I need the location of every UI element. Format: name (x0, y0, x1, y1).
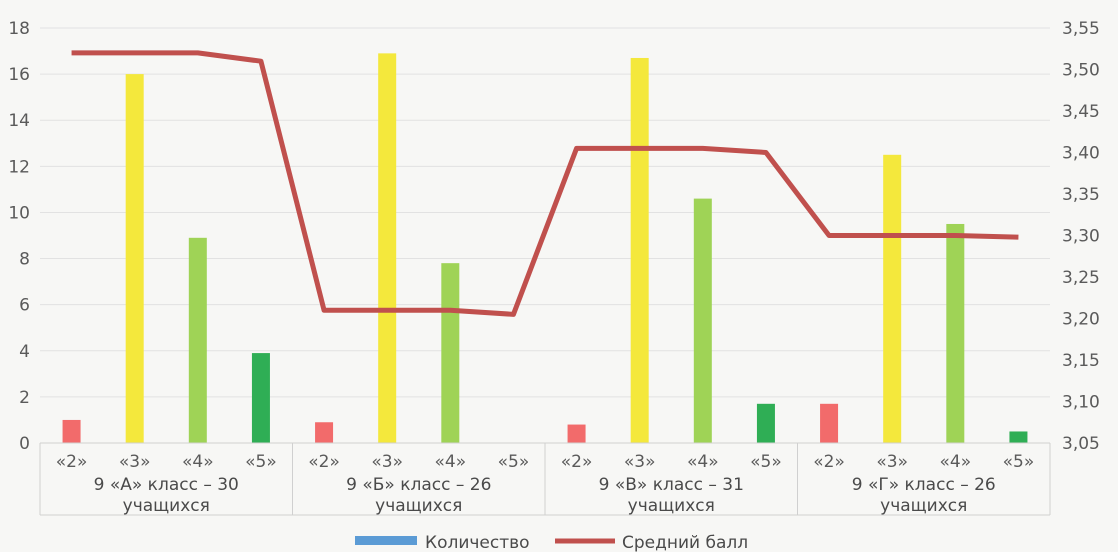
group-label-line1: 9 «В» класс – 31 (599, 475, 744, 495)
right-tick-label: 3,20 (1062, 310, 1100, 330)
right-axis-ticks: 3,05 3,10 3,15 3,20 3,25 3,30 3,35 3,40 3,45 3,50… (1062, 19, 1100, 454)
average-score-line (71, 50, 1019, 317)
group-label-line2: учащихся (375, 496, 462, 516)
grade-label: «2» (561, 452, 593, 472)
legend: Количество Средний балл (355, 533, 748, 552)
bar (125, 74, 144, 443)
bar (62, 419, 81, 443)
group-label-line1: 9 «А» класс – 30 (94, 475, 239, 495)
right-tick-label: 3,05 (1062, 434, 1100, 454)
left-tick-label: 4 (19, 342, 30, 362)
grade-label: «5» (245, 452, 277, 472)
right-tick-label: 3,15 (1062, 351, 1100, 371)
right-tick-label: 3,45 (1062, 102, 1100, 122)
group-label-line2: учащихся (880, 496, 967, 516)
bar (820, 403, 839, 443)
group-label-line2: учащихся (628, 496, 715, 516)
grade-label: «5» (750, 452, 782, 472)
right-tick-label: 3,10 (1062, 393, 1100, 413)
left-tick-label: 12 (8, 157, 30, 177)
group-label-line2: учащихся (123, 496, 210, 516)
bars (62, 53, 1028, 444)
bar (441, 263, 460, 443)
right-tick-label: 3,35 (1062, 185, 1100, 205)
grade-label: «4» (182, 452, 214, 472)
bar (1009, 431, 1028, 443)
grade-label: «2» (56, 452, 88, 472)
bar (630, 57, 649, 443)
legend-label-average: Средний балл (622, 533, 748, 552)
bar (251, 353, 270, 443)
grade-label: «4» (940, 452, 972, 472)
grade-label: «3» (371, 452, 403, 472)
bar (693, 198, 712, 443)
legend-label-quantity: Количество (425, 533, 530, 552)
bar (567, 424, 586, 443)
left-tick-label: 8 (19, 250, 30, 270)
bar (188, 237, 207, 443)
grade-label: «2» (308, 452, 340, 472)
left-tick-label: 6 (19, 296, 30, 316)
legend-swatch-quantity (355, 536, 417, 545)
grade-label: «3» (624, 452, 656, 472)
right-tick-label: 3,50 (1062, 61, 1100, 81)
grade-label: «5» (1003, 452, 1035, 472)
average-line (71, 50, 1019, 317)
bar (946, 223, 965, 443)
left-tick-label: 18 (8, 19, 30, 39)
bar (315, 422, 334, 443)
grade-label: «2» (813, 452, 845, 472)
grade-label: «4» (687, 452, 719, 472)
left-tick-label: 14 (8, 111, 30, 131)
left-tick-label: 10 (8, 203, 30, 223)
grade-label: «3» (876, 452, 908, 472)
left-tick-label: 16 (8, 65, 30, 85)
left-tick-label: 0 (19, 434, 30, 454)
right-tick-label: 3,40 (1062, 144, 1100, 164)
bar (883, 154, 902, 444)
group-label-line1: 9 «Г» класс – 26 (852, 475, 996, 495)
grade-label: «4» (435, 452, 467, 472)
group-label-line1: 9 «Б» класс – 26 (346, 475, 491, 495)
bar (756, 403, 775, 443)
gridlines (40, 27, 1050, 444)
left-tick-label: 2 (19, 388, 30, 408)
right-tick-label: 3,30 (1062, 227, 1100, 247)
right-tick-label: 3,55 (1062, 19, 1100, 39)
grade-label: «5» (498, 452, 530, 472)
grade-label: «3» (119, 452, 151, 472)
bar (378, 53, 397, 443)
left-axis-ticks: 0 2 4 6 8 10 12 14 16 18 (8, 19, 30, 454)
right-tick-label: 3,25 (1062, 268, 1100, 288)
